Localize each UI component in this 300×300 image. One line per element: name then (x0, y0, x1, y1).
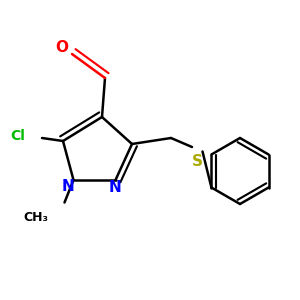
Text: CH₃: CH₃ (23, 211, 49, 224)
Text: O: O (55, 40, 68, 56)
Text: N: N (109, 180, 122, 195)
Text: Cl: Cl (11, 129, 26, 142)
Text: S: S (192, 154, 203, 169)
Text: N: N (62, 179, 75, 194)
